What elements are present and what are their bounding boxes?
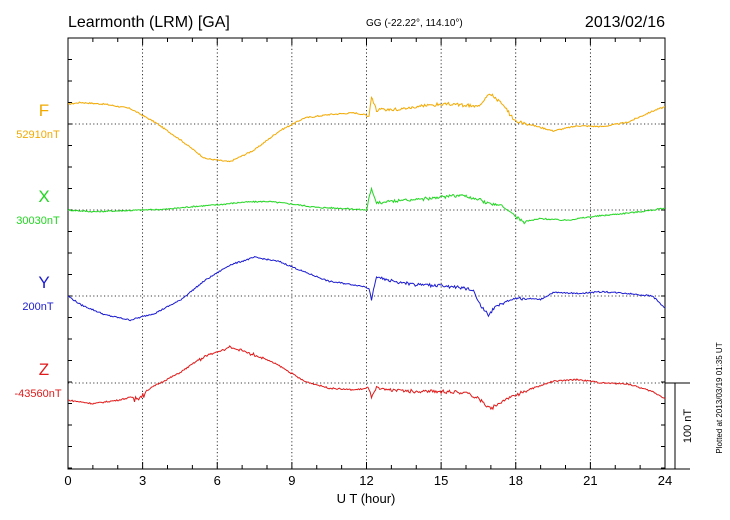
x-axis-title: U T (hour) (337, 491, 396, 506)
channel-label-f: F (39, 101, 49, 120)
channel-baseline-z: -43560nT (14, 388, 61, 400)
plot-frame (67, 37, 666, 470)
plotted-timestamp: Plotted at 2013/03/19 01:35 UT (715, 342, 724, 453)
x-tick-label: 18 (509, 473, 523, 488)
series-line-x (67, 186, 665, 225)
channel-label-y: Y (38, 273, 49, 292)
series-line-z (68, 345, 666, 411)
channel-label-z: Z (39, 360, 49, 379)
x-tick-label: 24 (658, 473, 672, 488)
series-line-f (67, 93, 666, 163)
channel-label-x: X (38, 187, 49, 206)
channel-baselines (68, 123, 665, 384)
x-tick-label: 15 (434, 473, 448, 488)
axis-ticks (67, 38, 666, 469)
grid-lines (142, 38, 591, 469)
station-title: Learmonth (LRM) [GA] (68, 14, 230, 31)
x-tick-label: 0 (64, 473, 71, 488)
x-tick-label: 3 (139, 473, 146, 488)
channel-baseline-x: 30030nT (16, 215, 60, 227)
station-coordinates: GG (-22.22°, 114.10°) (366, 18, 463, 29)
scale-bar: 100 nT (665, 382, 694, 470)
x-tick-label: 9 (288, 473, 295, 488)
channel-baseline-y: 200nT (22, 301, 53, 313)
channel-labels: F 52910nT X 30030nT Y 200nT Z -43560nT (14, 101, 61, 400)
series-line-y (67, 256, 666, 322)
channel-baseline-f: 52910nT (16, 129, 60, 141)
x-tick-labels: 0 3 6 9 12 15 18 21 24 (64, 473, 672, 488)
data-series (67, 93, 666, 411)
x-tick-label: 21 (583, 473, 597, 488)
plot-area (67, 37, 666, 470)
x-tick-label: 12 (359, 473, 373, 488)
plot-date: 2013/02/16 (585, 14, 665, 31)
x-tick-label: 6 (214, 473, 221, 488)
scale-bar-label: 100 nT (682, 409, 694, 444)
